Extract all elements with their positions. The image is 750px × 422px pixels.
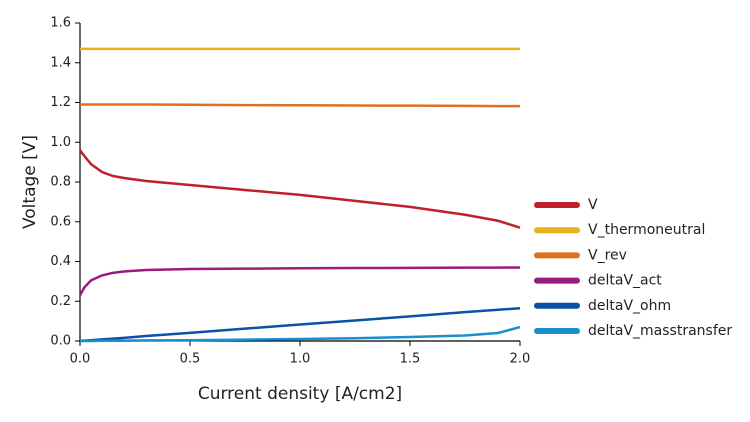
x-tick-label: 1.5 <box>400 352 421 367</box>
y-tick-label: 0.6 <box>50 214 71 229</box>
y-tick-label: 1.4 <box>50 55 71 70</box>
series-line <box>78 266 521 296</box>
y-tick-label: 1.6 <box>50 16 71 31</box>
x-tick-label: 2.0 <box>510 352 531 367</box>
y-tick-label: 0.8 <box>50 175 71 190</box>
series-line <box>80 325 521 343</box>
y-tick-label: 1.0 <box>50 135 71 150</box>
legend-label: deltaV_ohm <box>588 298 671 314</box>
y-axis-title: Voltage [V] <box>20 135 40 229</box>
x-tick-label: 1.0 <box>290 352 311 367</box>
y-tick-label: 0.4 <box>50 254 71 269</box>
legend-label: deltaV_masstransfer <box>588 323 732 339</box>
series-line <box>78 149 521 229</box>
legend-label: deltaV_act <box>588 273 662 289</box>
y-tick-label: 0.0 <box>50 334 71 349</box>
y-tick-label: 0.2 <box>50 294 71 309</box>
x-tick-label: 0.0 <box>70 352 91 367</box>
series-line <box>80 103 520 108</box>
legend-label: V_rev <box>588 247 627 263</box>
y-tick-label: 1.2 <box>50 95 71 110</box>
legend-label: V <box>588 197 598 213</box>
x-axis-title: Current density [A/cm2] <box>198 384 402 404</box>
legend-label: V_thermoneutral <box>588 222 705 238</box>
x-tick-label: 0.5 <box>180 352 201 367</box>
